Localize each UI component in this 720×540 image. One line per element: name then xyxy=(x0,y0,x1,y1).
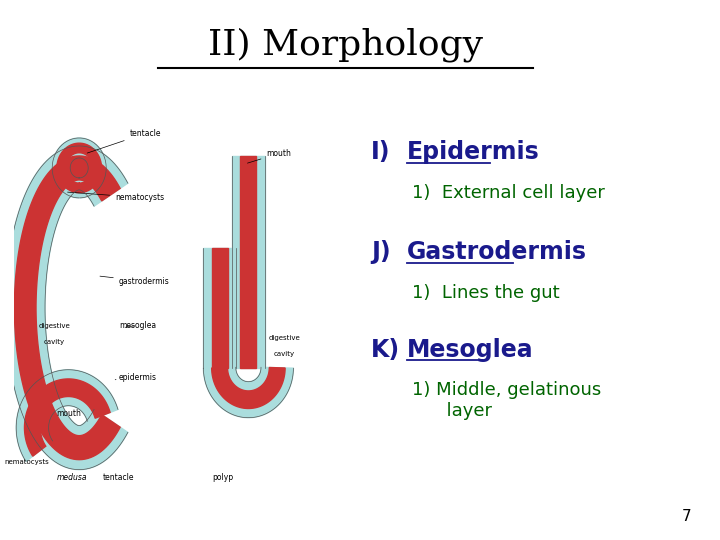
Text: tentacle: tentacle xyxy=(87,129,161,153)
Polygon shape xyxy=(6,146,128,470)
Text: mesoglea: mesoglea xyxy=(119,321,156,330)
Text: Epidermis: Epidermis xyxy=(407,140,539,164)
Polygon shape xyxy=(204,248,235,368)
Polygon shape xyxy=(240,156,256,368)
Text: digestive: digestive xyxy=(269,335,300,341)
Text: mouth: mouth xyxy=(56,409,81,418)
Text: II) Morphology: II) Morphology xyxy=(208,27,483,62)
Text: cavity: cavity xyxy=(274,351,295,357)
Polygon shape xyxy=(17,370,118,461)
Text: digestive: digestive xyxy=(38,323,70,329)
Text: mouth: mouth xyxy=(248,149,292,163)
Text: cavity: cavity xyxy=(43,339,65,345)
Text: epidermis: epidermis xyxy=(115,373,157,382)
Polygon shape xyxy=(233,156,264,368)
Text: 1) Middle, gelatinous
      layer: 1) Middle, gelatinous layer xyxy=(412,381,601,420)
Polygon shape xyxy=(212,368,285,408)
Text: J): J) xyxy=(371,240,390,264)
Text: 1)  External cell layer: 1) External cell layer xyxy=(412,184,605,201)
Text: 1)  Lines the gut: 1) Lines the gut xyxy=(412,284,559,301)
Text: Gastrodermis: Gastrodermis xyxy=(407,240,587,264)
Polygon shape xyxy=(204,367,293,417)
Text: medusa: medusa xyxy=(57,472,87,482)
Text: gastrodermis: gastrodermis xyxy=(100,276,169,286)
Text: I): I) xyxy=(371,140,390,164)
Polygon shape xyxy=(212,248,228,368)
Text: 7: 7 xyxy=(682,509,691,524)
Text: nematocysts: nematocysts xyxy=(4,458,50,464)
Polygon shape xyxy=(53,138,106,198)
Text: Mesoglea: Mesoglea xyxy=(407,338,534,361)
Polygon shape xyxy=(14,156,120,460)
Polygon shape xyxy=(57,143,102,193)
Polygon shape xyxy=(24,379,110,456)
Text: nematocysts: nematocysts xyxy=(68,192,164,202)
Text: tentacle: tentacle xyxy=(103,472,135,482)
Text: polyp: polyp xyxy=(212,472,234,482)
Text: K): K) xyxy=(371,338,400,361)
